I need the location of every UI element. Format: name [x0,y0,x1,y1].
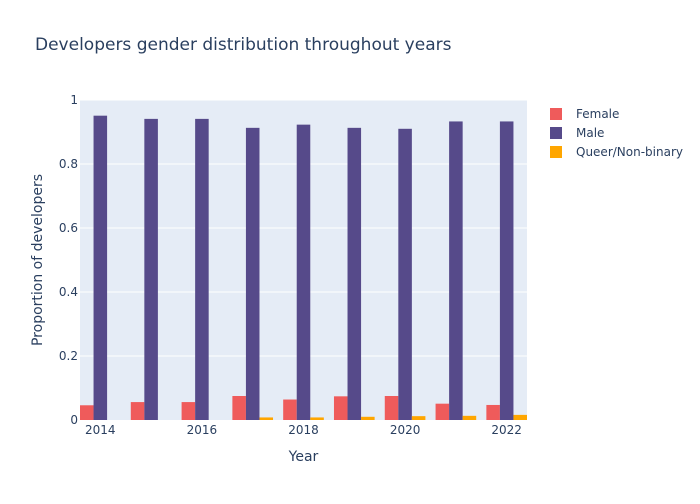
bar-male-2018[interactable] [296,124,311,420]
bar-female-2022[interactable] [486,404,500,420]
legend-label[interactable]: Female [576,107,619,121]
legend-swatch [550,127,562,139]
bar-female-2015[interactable] [130,402,145,420]
x-tick-label: 2018 [288,423,319,437]
y-tick-label: 0 [70,413,78,427]
bar-female-2018[interactable] [283,399,297,420]
bar-male-2020[interactable] [398,128,412,421]
bar-male-2014[interactable] [93,115,108,421]
y-axis-ticks: 0 0.2 0.4 0.6 0.8 1 [59,93,78,427]
bar-queer-non-binary-2018[interactable] [310,417,324,420]
x-tick-label: 2020 [390,423,421,437]
bar-queer-non-binary-2022[interactable] [513,414,527,420]
bar-male-2017[interactable] [245,127,260,420]
y-tick-label: 0.8 [59,157,78,171]
bar-female-2016[interactable] [181,402,196,420]
bar-female-2014[interactable] [80,405,94,420]
bar-queer-non-binary-2017[interactable] [259,417,274,420]
x-tick-label: 2016 [187,423,218,437]
y-axis-title: Proportion of developers [30,174,46,346]
legend-label[interactable]: Queer/Non-binary [576,145,683,159]
bar-queer-non-binary-2019[interactable] [361,416,375,420]
x-tick-label: 2022 [491,423,522,437]
bars-group [80,115,527,421]
legend-swatch [550,108,562,120]
bar-male-2019[interactable] [347,127,362,420]
y-tick-label: 0.6 [59,221,78,235]
y-tick-label: 1 [70,93,78,107]
legend: Female Male Queer/Non-binary [550,107,683,159]
bar-female-2019[interactable] [333,396,348,420]
bar-female-2020[interactable] [384,396,399,420]
legend-label[interactable]: Male [576,126,604,140]
bar-female-2021[interactable] [435,403,450,420]
bar-male-2015[interactable] [144,118,158,420]
x-axis-title: Year [288,449,319,465]
y-tick-label: 0.2 [59,349,78,363]
bar-female-2017[interactable] [232,396,246,420]
x-axis-ticks: 2014 2016 2018 2020 2022 [85,423,522,437]
legend-swatch [550,146,562,158]
bar-queer-non-binary-2020[interactable] [411,416,426,420]
bar-male-2022[interactable] [499,121,514,420]
chart-title: Developers gender distribution throughou… [35,35,452,55]
bar-queer-non-binary-2021[interactable] [462,415,477,420]
bar-male-2021[interactable] [449,121,463,420]
x-tick-label: 2014 [85,423,116,437]
bar-male-2016[interactable] [195,118,209,420]
y-tick-label: 0.4 [59,285,78,299]
